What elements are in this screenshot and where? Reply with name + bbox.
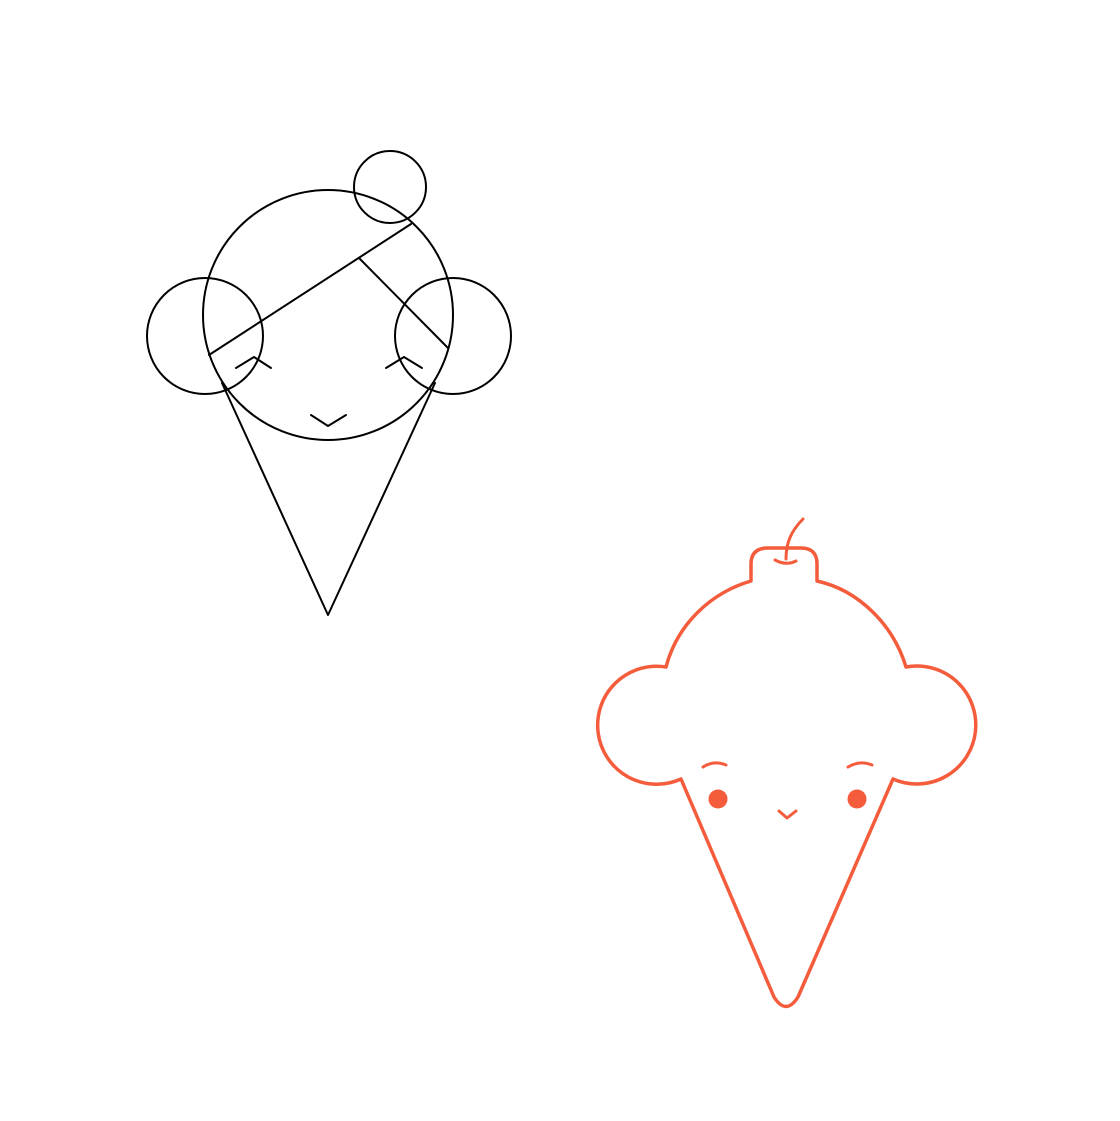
sketch-left-bump-circle: [146, 277, 264, 395]
sketch-top-bump-circle: [353, 150, 427, 224]
sketch-scoop-circle: [202, 189, 454, 441]
cherry-stem: [784, 517, 805, 561]
right-eyebrow: [846, 761, 874, 769]
sketch-diagonal-guide-line: [208, 223, 412, 356]
sketch-right-bump-circle: [394, 277, 512, 395]
ice-cream-character: [595, 517, 978, 1009]
right-eye: [847, 789, 867, 809]
left-eye: [708, 789, 728, 809]
ice-cream-sketch: [146, 150, 512, 616]
sketch-cone-lines: [221, 382, 436, 616]
sketch-mouth: [310, 414, 347, 427]
cherry-base: [773, 558, 798, 565]
ice-cream-outline: [595, 546, 978, 1009]
left-eyebrow: [701, 761, 728, 769]
sketch-left-eye: [235, 356, 272, 369]
sketch-right-eye: [385, 356, 423, 369]
mouth: [777, 809, 798, 820]
sketch-perpendicular-guide-line: [358, 257, 449, 349]
